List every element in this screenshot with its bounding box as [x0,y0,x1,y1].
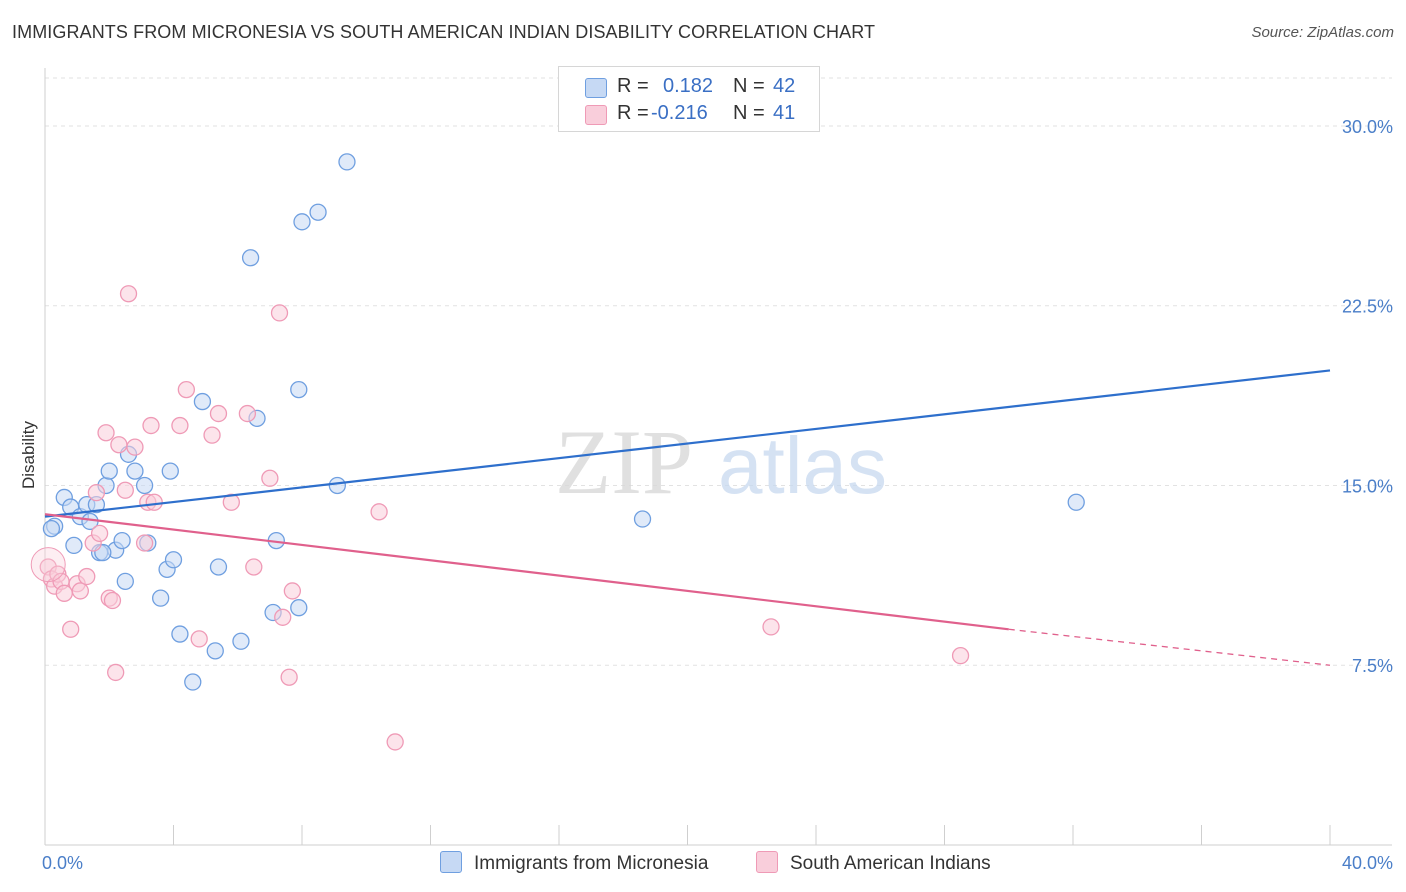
point-south-american-indians [126,438,144,456]
trend-line-micronesia [44,369,1331,518]
y-tick-label: 22.5% [1342,297,1393,317]
point-micronesia [232,632,250,650]
series-swatch-micronesia [440,851,462,873]
trend-lines [44,369,1331,666]
y-tick-label: 15.0% [1342,476,1393,496]
tick-labels: 7.5% 15.0% 22.5% 30.0% 0.0% 40.0% [42,117,1393,873]
point-south-american-indians [110,436,128,454]
point-south-american-indians [238,404,257,423]
point-south-american-indians [209,404,228,423]
point-micronesia [293,213,311,231]
point-micronesia [164,551,183,569]
point-micronesia [209,558,228,576]
point-micronesia [100,462,118,480]
legend-r-label: R = [617,75,649,97]
point-micronesia [193,392,212,411]
point-south-american-indians [283,582,302,600]
point-south-american-indians [177,380,196,399]
point-south-american-indians [203,426,221,444]
point-south-american-indians [142,416,160,435]
point-micronesia [126,462,144,480]
point-micronesia [65,536,83,555]
point-micronesia [151,589,170,607]
series-label-south-american-indians: South American Indians [790,853,991,874]
y-tick-label: 30.0% [1342,117,1393,137]
point-south-american-indians [386,733,404,751]
point-south-american-indians [107,663,125,682]
point-south-american-indians [222,493,240,511]
watermark-zip: ZIP [555,411,693,513]
point-south-american-indians [78,567,96,586]
point-south-american-indians [62,620,80,638]
point-micronesia [161,462,179,480]
point-cluster-south-american-indians [30,547,66,583]
point-south-american-indians [119,285,138,303]
legend-n-label: N = [733,102,765,124]
point-micronesia [328,476,346,495]
point-south-american-indians [116,481,134,499]
x-tick-label: 40.0% [1342,853,1393,873]
legend-r-value-micronesia: 0.182 [663,75,714,97]
point-micronesia [135,476,154,495]
point-micronesia [171,625,189,643]
series-swatch-south-american-indians [756,851,778,873]
point-micronesia [633,510,652,528]
point-south-american-indians [274,608,292,626]
point-south-american-indians [951,646,970,665]
legend-swatch-south-american-indians [585,105,607,125]
legend-n-value-micronesia: 42 [773,75,796,97]
point-micronesia [309,203,327,221]
point-south-american-indians [261,469,279,487]
point-micronesia [184,673,202,691]
trend-line-extension-south-american-indians [1008,628,1331,666]
point-south-american-indians [270,304,289,322]
point-south-american-indians [280,668,298,686]
chart-source: Source: ZipAtlas.com [1251,24,1394,41]
point-south-american-indians [90,524,109,543]
axes [44,68,1392,846]
point-micronesia [290,380,308,399]
legend-n-value-south-american-indians: 41 [773,102,796,124]
point-south-american-indians [103,591,122,610]
point-south-american-indians [190,630,208,648]
x-tick-label: 0.0% [42,853,83,873]
legend-r-label: R = [617,102,649,124]
point-micronesia [206,642,224,660]
point-south-american-indians [87,484,106,502]
point-south-american-indians [97,424,115,442]
point-south-american-indians [145,493,163,511]
point-micronesia [290,599,308,617]
point-micronesia [1067,493,1085,511]
legend-swatch-micronesia [585,78,607,98]
point-south-american-indians [171,416,189,435]
point-micronesia [113,531,131,550]
series-legend-micronesia: Immigrants from Micronesia [440,851,708,875]
chart-title: IMMIGRANTS FROM MICRONESIA VS SOUTH AMER… [12,22,876,42]
point-micronesia [338,153,356,171]
gridlines [45,77,1392,666]
point-south-american-indians [762,618,780,636]
trend-line-south-american-indians [44,513,1009,631]
point-micronesia [116,572,134,590]
series-label-micronesia: Immigrants from Micronesia [474,853,709,874]
y-axis-label: Disability [19,420,38,489]
point-south-american-indians [135,534,154,552]
y-tick-label: 7.5% [1352,656,1393,676]
point-south-american-indians [71,582,89,600]
point-micronesia [241,249,260,267]
legend-r-value-south-american-indians: -0.216 [651,102,708,124]
point-south-american-indians [245,558,263,576]
correlation-legend: R = 0.182 N = 42 R = -0.216 N = 41 [558,66,820,132]
point-micronesia [42,519,61,538]
legend-n-label: N = [733,75,765,97]
data-points [30,153,1085,751]
point-south-american-indians [370,503,388,521]
series-legend-south-american-indians: South American Indians [756,851,991,875]
watermark-atlas: atlas [718,421,887,510]
